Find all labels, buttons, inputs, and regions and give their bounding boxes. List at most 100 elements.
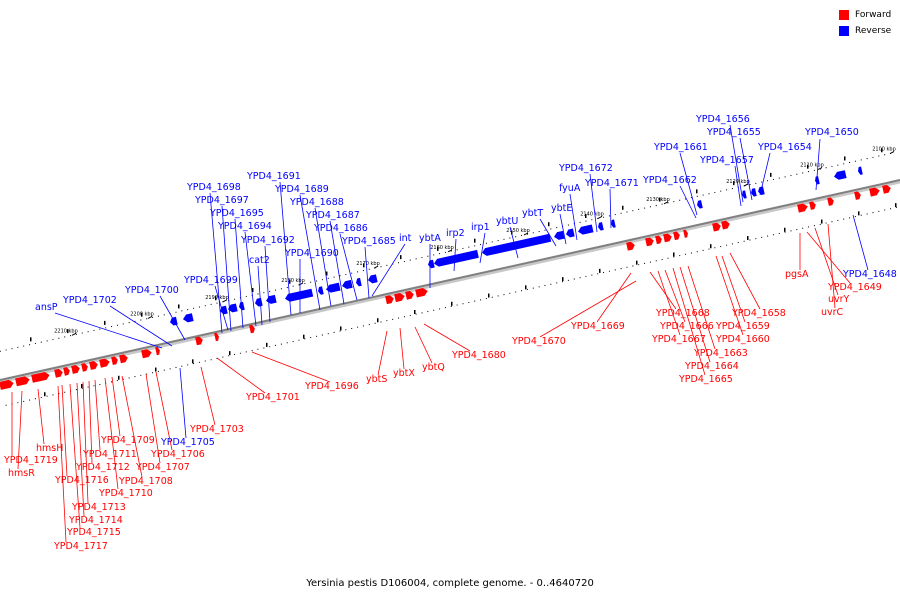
reverse-gene [254,297,263,307]
gene-label: int [399,233,412,244]
gene-label: YPD4_1680 [451,350,506,361]
scale-tick [663,201,669,205]
scale-tick-label: 2170 kbp [356,261,380,267]
gene-label: YPD4_1702 [62,295,117,306]
upper-mark [548,222,550,227]
legend: Forward Reverse [839,8,891,40]
scale-tick [817,167,823,171]
leader-line [423,323,471,352]
leader-line [214,285,229,331]
leader-line [589,173,598,233]
upper-mark [215,296,217,301]
leader-line [729,252,761,310]
forward-gene [854,191,861,200]
gene-label: ybtU [496,216,518,227]
scale-tick [743,183,749,187]
backbone-shadow [0,180,900,384]
gene-label: YPD4_1719 [3,455,58,466]
reverse-gene [834,170,847,180]
forward-gene [882,184,891,194]
forward-gene [89,361,98,370]
reverse-gene [565,228,575,238]
leader-line [82,381,89,504]
upper-mark [696,189,698,194]
reverse-gene [578,224,594,235]
gene-label: YPD4_1715 [66,527,121,538]
leader-line [61,384,68,477]
gene-label: YPD4_1707 [135,462,190,473]
leader-line [569,193,578,241]
gene-label: YPD4_1671 [584,178,639,189]
gene-label: ybtT [522,208,543,219]
lower-mark [44,392,46,397]
reverse-gene [554,230,565,240]
gene-label: YPD4_1668 [655,308,710,319]
leader-line [806,231,851,284]
leader-line [121,375,143,478]
gene-label: YPD4_1669 [570,321,625,332]
upper-mark [178,304,180,309]
forward-gene [663,233,672,243]
scale-tick-label: 2180 kbp [281,278,305,284]
gene-label: fyuA [559,183,581,194]
leader-line [559,213,567,245]
gene-label: YPD4_1717 [53,541,108,552]
gene-label: YPD4_1650 [804,127,859,138]
forward-gene [249,324,255,334]
leader-line [257,265,263,326]
scale-track-upper [0,152,895,352]
gene-label: hmsR [8,468,35,479]
leader-line [159,295,186,341]
lower-mark [636,260,638,265]
scale-tick [147,315,153,319]
leader-line [721,255,746,323]
gene-label: YPD4_1657 [699,155,754,166]
legend-item-forward: Forward [839,8,891,22]
lower-mark [451,301,453,306]
forward-gene [394,292,405,303]
forward-gene [645,237,654,247]
forward-gene [141,349,152,359]
gene-label: ybtQ [422,362,445,373]
gene-label: irp1 [471,222,490,233]
scale-tick-label: 2130 kbp [646,197,670,203]
gene-label: YPD4_1712 [75,462,130,473]
gene-label: YPD4_1648 [842,269,897,280]
lower-mark [525,285,527,290]
gene-label: ybtS [366,374,387,385]
gene-label: YPD4_1689 [274,184,329,195]
lower-mark [81,384,83,388]
reverse-gene [815,176,820,185]
upper-mark [585,214,587,218]
scale-tick-label: 2100 kbp [872,147,896,153]
scale-tick-label: 2190 kbp [205,295,229,301]
scale-tick [597,215,603,219]
leader-line [734,165,742,207]
leader-line [852,214,869,271]
gene-label: YPD4_1661 [653,142,708,153]
upper-mark [30,337,32,342]
gene-label: YPD4_1664 [684,361,739,372]
leader-line [814,227,839,296]
scale-tick [889,151,895,155]
forward-gene [99,358,110,368]
reverse-gene [182,313,194,323]
leader-line [679,266,711,363]
leader-line [729,124,744,203]
reverse-gene [367,274,378,284]
gene-label: YPD4_1716 [54,475,109,486]
gene-label: hmsH [36,443,63,454]
leader-line [109,305,173,347]
gene-label: YPD4_1662 [642,175,697,186]
gene-label: YPD4_1654 [757,142,812,153]
upper-mark [326,271,328,276]
gene-label: YPD4_1649 [827,282,882,293]
upper-mark [659,197,661,202]
caption: Yersinia pestis D106004, complete genome… [306,578,594,589]
reverse-gene [741,190,747,199]
upper-mark [104,320,106,325]
upper-mark [622,205,624,210]
leader-line [509,226,519,259]
reverse-gene [857,166,863,175]
leader-line [216,357,266,394]
